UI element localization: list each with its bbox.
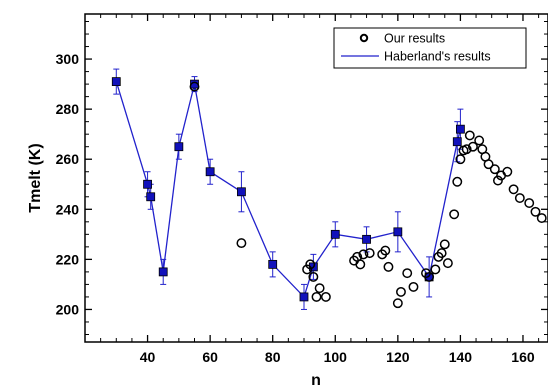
haberland-point [452,137,462,147]
our-result-point [502,166,513,177]
our-result-point [396,286,406,297]
x-tick-label: 100 [324,349,348,365]
haberland-point [237,187,246,197]
haberland-point [299,292,309,302]
our-result-point [530,206,541,217]
series-haberland [111,68,465,310]
our-result-point [508,184,519,195]
x-tick-label: 40 [140,349,156,365]
our-result-point [536,213,547,224]
our-result-point [311,291,322,302]
our-result-point [514,193,525,203]
our-result-point [474,135,485,146]
x-tick-label: 140 [449,349,473,365]
our-result-point [189,81,200,92]
our-result-point [464,130,475,141]
our-result-point [455,154,466,165]
our-result-point [461,144,472,155]
plot-frame [84,13,548,343]
haberland-point [456,124,465,134]
haberland-line [115,81,462,299]
x-tick-label: 80 [265,349,281,365]
our-result-point [383,261,394,272]
haberland-point [205,167,215,177]
our-result-point [380,245,391,256]
our-result-point [364,248,375,259]
legend: Our results Haberland's results [333,27,527,69]
axis-ticks: 40 60 80 100 120 140 160 200 220 240 260 280 300 [56,14,548,365]
our-result-point [449,209,460,220]
y-tick-label: 240 [56,201,80,217]
legend-our-results-label: Our results [384,32,445,46]
our-result-point [452,176,463,187]
our-result-point [402,268,413,279]
haberland-point [330,229,340,239]
our-result-point [392,298,403,309]
legend-our-results-marker [359,33,369,43]
our-result-point [483,159,494,170]
our-result-point [524,198,535,208]
haberland-point [111,77,121,87]
x-tick-label: 120 [386,349,410,365]
our-result-point [302,264,313,275]
y-axis-label: Tmelt (K) [27,143,44,212]
x-tick-label: 60 [202,349,218,365]
haberland-point [146,192,156,202]
y-tick-label: 200 [56,301,80,317]
our-result-point [442,258,453,269]
our-result-point [424,271,435,282]
haberland-point [362,234,371,244]
haberland-point [174,142,184,152]
y-tick-label: 280 [56,101,80,117]
our-result-point [408,281,419,292]
our-result-point [308,271,319,282]
y-tick-label: 300 [56,51,80,67]
our-result-point [489,164,500,175]
our-result-point [492,175,503,186]
our-result-point [355,259,366,270]
haberland-point [158,267,168,277]
y-tick-label: 220 [56,251,80,267]
legend-haberland-label: Haberland's results [384,50,491,64]
our-result-point [320,291,331,302]
x-tick-label: 160 [511,349,535,365]
our-result-point [467,141,478,152]
haberland-point [268,259,278,269]
series-our-results [189,81,547,309]
our-result-point [358,249,369,260]
our-result-point [436,248,447,259]
haberland-point [393,227,403,237]
our-result-point [236,238,247,249]
our-result-point [439,239,450,250]
our-result-point [430,264,441,275]
y-tick-label: 260 [56,151,80,167]
haberland-point [143,179,152,189]
our-result-point [314,283,325,294]
x-axis-label: n [311,372,321,389]
our-result-point [305,259,316,270]
